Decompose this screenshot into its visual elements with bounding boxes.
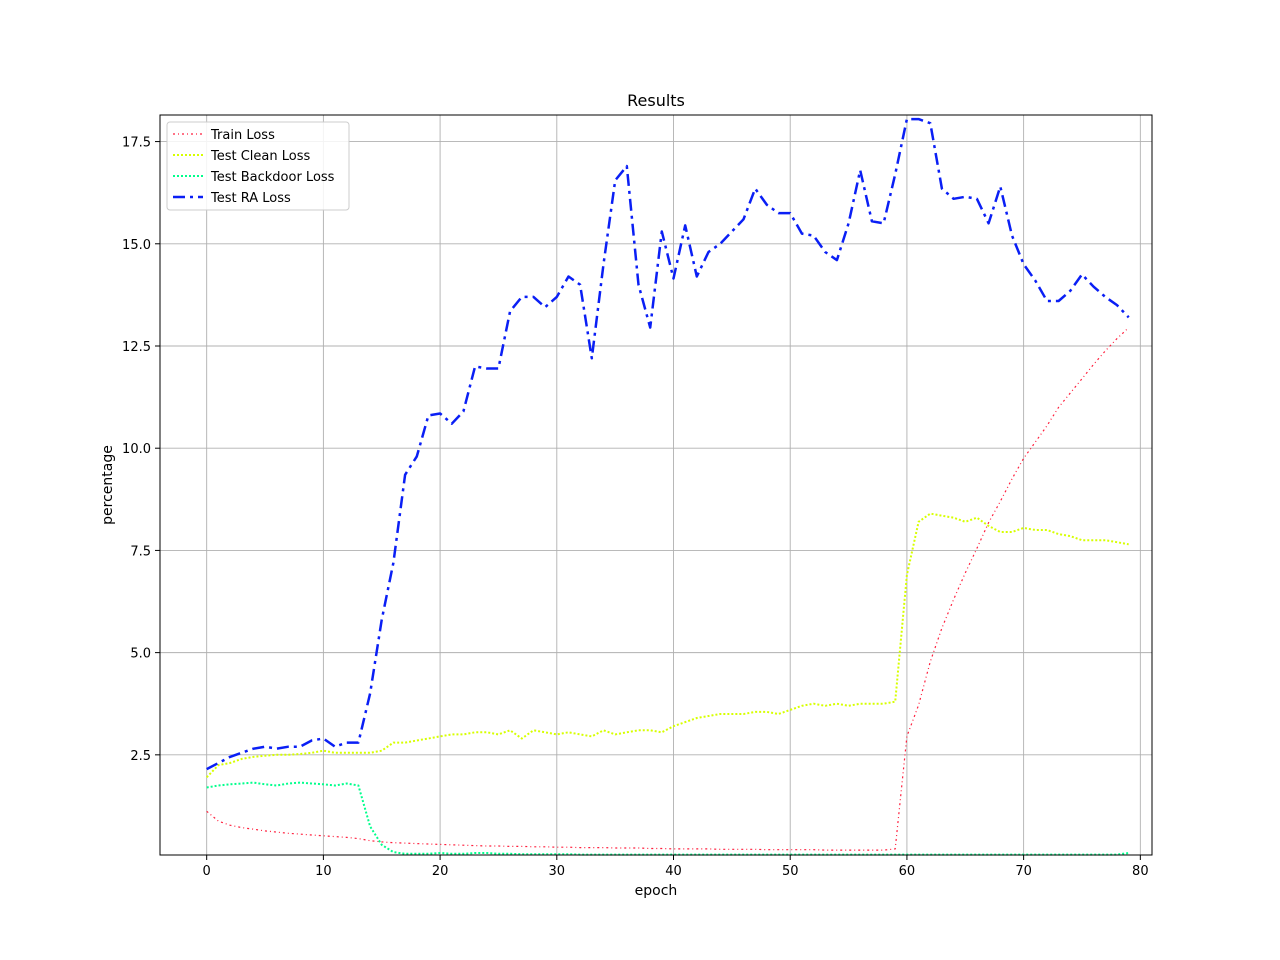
y-tick-label: 10.0: [122, 442, 151, 457]
plot-frame: [159, 114, 1153, 856]
x-tick-label: 10: [315, 864, 332, 879]
series-line-test-clean-loss: [205, 512, 1129, 778]
x-axis-ticks: 0 10 20 30 40 50 60 70 80: [203, 855, 1149, 879]
y-axis-label: percentage: [100, 445, 116, 525]
y-tick-label: 12.5: [122, 340, 151, 355]
y-tick-label: 2.5: [130, 749, 151, 764]
x-axis-label: epoch: [635, 883, 678, 899]
grid: [160, 115, 1152, 855]
x-tick-label: 50: [782, 864, 799, 879]
x-tick-label: 30: [549, 864, 566, 879]
legend-label: Test Backdoor Loss: [210, 170, 335, 185]
x-tick-label: 80: [1132, 864, 1149, 879]
y-tick-label: 7.5: [130, 544, 151, 559]
legend-box: [166, 121, 350, 211]
legend-label: Test RA Loss: [210, 191, 291, 206]
series-line-test-ra-loss: [206, 117, 1130, 771]
y-tick-label: 17.5: [122, 136, 151, 151]
legend: Train Loss Test Clean Loss Test Backdoor L…: [166, 121, 350, 211]
x-tick-label: 20: [432, 864, 449, 879]
chart-title: Results: [627, 91, 685, 110]
x-tick-label: 70: [1015, 864, 1032, 879]
y-tick-label: 5.0: [130, 647, 151, 662]
series-line-train-loss: [206, 327, 1130, 851]
x-tick-label: 40: [665, 864, 682, 879]
x-tick-label: 60: [899, 864, 916, 879]
legend-label: Train Loss: [210, 128, 275, 143]
legend-label: Test Clean Loss: [210, 149, 310, 164]
x-tick-label: 0: [203, 864, 211, 879]
y-axis-ticks: 2.5 5.0 7.5 10.0 12.5 15.0 17.5: [122, 136, 160, 764]
y-tick-label: 15.0: [122, 238, 151, 253]
